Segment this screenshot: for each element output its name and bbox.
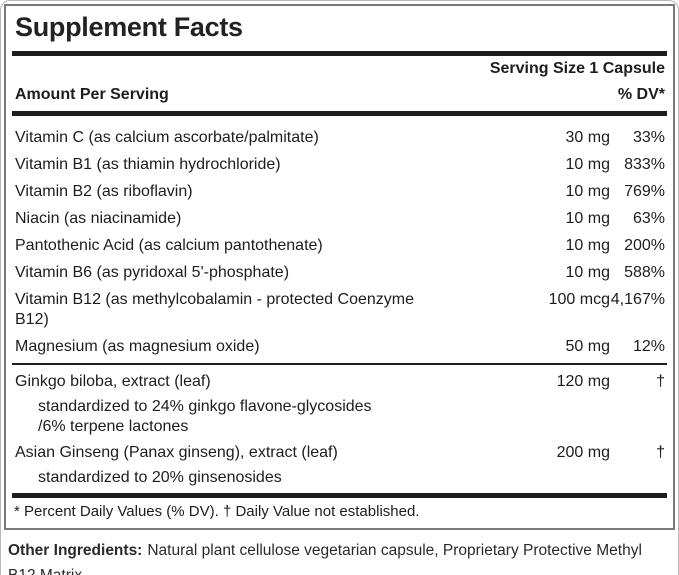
nutrient-row: Vitamin B6 (as pyridoxal 5'-phosphate) 1… [12,259,667,286]
nutrient-dv: 200% [624,236,665,254]
nutrient-row: Vitamin B1 (as thiamin hydrochloride) 10… [12,151,667,178]
nutrient-row: Vitamin B2 (as riboflavin) 10 mg 769% [12,178,667,205]
botanical-amount: 200 mg [556,443,610,461]
nutrient-dv: 588% [624,263,665,281]
serving-size: Serving Size 1 Capsule [489,60,665,77]
botanical-name: Ginkgo biloba, extract (leaf) [15,372,211,390]
nutrient-rows: Vitamin C (as calcium ascorbate/palmitat… [12,116,667,360]
botanical-amount: 120 mg [556,372,610,390]
nutrient-dv: 63% [632,209,665,227]
amount-per-serving-header: Amount Per Serving [15,86,169,103]
dagger-symbol: † [656,372,665,390]
nutrient-name: Vitamin C (as calcium ascorbate/palmitat… [15,128,319,146]
nutrient-row: Vitamin B12 (as methylcobalamin - protec… [12,286,667,333]
other-ingredients-label: Other Ingredients: [8,542,143,559]
nutrient-name: Magnesium (as magnesium oxide) [15,337,260,355]
nutrient-name: Vitamin B1 (as thiamin hydrochloride) [15,155,281,173]
column-header-row: Amount Per Serving % DV* [12,85,667,111]
nutrient-name: Niacin (as niacinamide) [15,209,182,227]
title-divider-bar [12,51,667,56]
nutrient-row: Magnesium (as magnesium oxide) 50 mg 12% [12,333,667,360]
header-divider-bar [12,111,667,116]
nutrient-dv: 12% [632,337,665,355]
other-ingredients: Other Ingredients: Natural plant cellulos… [8,538,671,575]
botanical-note: standardized to 24% ginkgo flavone-glyco… [38,397,667,437]
nutrient-name: Vitamin B6 (as pyridoxal 5'-phosphate) [15,263,290,281]
botanical-note: standardized to 20% ginsenosides [38,468,667,488]
botanical-note-line: standardized to 20% ginsenosides [38,469,282,486]
nutrient-dv: 33% [632,128,665,146]
nutrient-row: Niacin (as niacinamide) 10 mg 63% [12,205,667,232]
section-divider-bar [12,363,667,365]
percent-dv-header: % DV* [617,86,665,103]
nutrient-amount: 10 mg [565,263,610,281]
nutrient-dv: 769% [624,182,665,200]
supplement-facts-panel: Supplement Facts Serving Size 1 Capsule … [4,4,675,530]
nutrient-amount: 10 mg [565,182,610,200]
nutrient-amount: 10 mg [565,209,610,227]
nutrient-amount: 100 mcg [548,290,610,308]
botanical-name: Asian Ginseng (Panax ginseng), extract (… [15,443,338,461]
footnote: * Percent Daily Values (% DV). † Daily V… [14,503,420,520]
nutrient-name: Vitamin B2 (as riboflavin) [15,182,193,200]
footnote-divider-bar [12,493,667,498]
botanical-note-line: /6% terpene lactones [38,418,189,435]
nutrient-amount: 10 mg [565,236,610,254]
other-ingredients-text: Natural plant cellulose vegetarian capsu… [8,542,642,575]
nutrient-dv: 833% [624,155,665,173]
nutrient-amount: 50 mg [565,337,610,355]
nutrient-row: Vitamin C (as calcium ascorbate/palmitat… [12,124,667,151]
panel-title: Supplement Facts [15,12,243,42]
nutrient-amount: 10 mg [565,155,610,173]
nutrient-name: Pantothenic Acid (as calcium pantothenat… [15,236,323,254]
botanical-row: Ginkgo biloba, extract (leaf) 120 mg † [12,368,667,395]
dagger-symbol: † [656,443,665,461]
botanical-note-line: standardized to 24% ginkgo flavone-glyco… [38,398,372,415]
nutrient-dv: 4,167% [610,290,665,308]
botanical-row: Asian Ginseng (Panax ginseng), extract (… [12,439,667,466]
nutrient-name: Vitamin B12 (as methylcobalamin - protec… [15,290,414,328]
nutrient-row: Pantothenic Acid (as calcium pantothenat… [12,232,667,259]
nutrient-amount: 30 mg [565,128,610,146]
